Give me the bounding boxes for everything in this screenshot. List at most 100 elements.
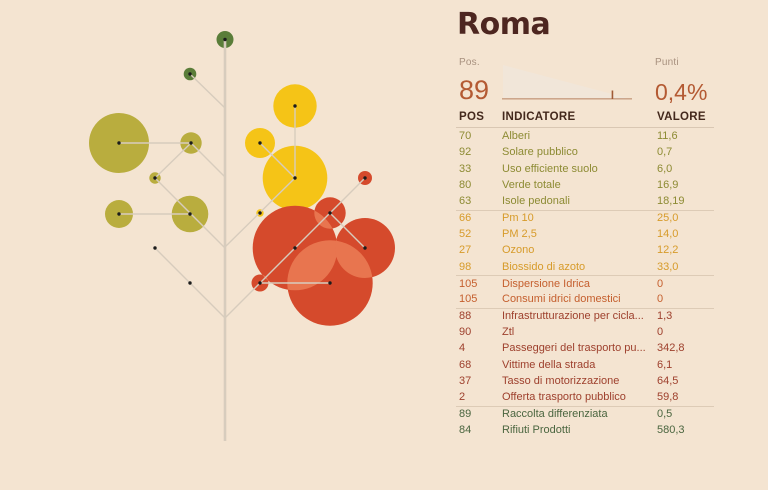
indicator-cell: Ztl [502, 326, 515, 339]
value-cell: 14,0 [657, 228, 679, 241]
value-cell: 580,3 [657, 424, 685, 437]
tree-node-dot [188, 281, 192, 285]
tree-node-dot [153, 176, 157, 180]
tree-visualization [89, 31, 395, 441]
table-row: 27 Ozono 12,2 [456, 242, 714, 258]
indicator-cell: Ozono [502, 244, 535, 257]
punti-value: 0,4% [655, 79, 708, 105]
table-row: 37 Tasso di motorizzazione 64,5 [456, 373, 714, 389]
pos-cell: 88 [459, 310, 472, 323]
tree-node-dot [363, 176, 367, 180]
indicator-cell: Tasso di motorizzazione [502, 375, 620, 388]
value-cell: 25,0 [657, 212, 679, 225]
pos-cell: 33 [459, 162, 472, 175]
indicator-cell: Uso efficiente suolo [502, 162, 598, 175]
tree-branch-line [154, 142, 192, 179]
indicator-cell: Offerta trasporto pubblico [502, 391, 626, 404]
tree-branch-line [189, 73, 226, 109]
value-cell: 0 [657, 326, 664, 339]
indicator-cell: Raccolta differenziata [502, 408, 608, 421]
table-row: 2 Offerta trasporto pubblico 59,8 [456, 389, 714, 405]
pos-cell: 4 [459, 342, 466, 355]
table-row: 88 Infrastrutturazione per cicla... 1,3 [456, 307, 714, 324]
indicator-cell: Passeggeri del trasporto pu... [502, 342, 646, 355]
pos-cell: 63 [459, 195, 472, 208]
table-row: 98 Biossido di azoto 33,0 [456, 259, 714, 275]
value-cell: 59,8 [657, 391, 679, 404]
pos-cell: 37 [459, 375, 472, 388]
pos-cell: 80 [459, 179, 472, 192]
pos-value: 89 [459, 75, 490, 105]
table-row: 52 PM 2,5 14,0 [456, 226, 714, 242]
tree-node-dot [363, 246, 367, 250]
tree-node-dot [328, 211, 332, 215]
table-row: 68 Vittime della strada 6,1 [456, 357, 714, 373]
value-cell: 64,5 [657, 375, 679, 388]
pos-label: Pos. [459, 57, 480, 68]
value-cell: 6,0 [657, 162, 673, 175]
table-row: 89 Raccolta differenziata 0,5 [456, 405, 714, 422]
value-cell: 12,2 [657, 244, 679, 257]
table-row: 4 Passeggeri del trasporto pu... 342,8 [456, 340, 714, 356]
distribution-area [503, 65, 629, 99]
tree-node-dot [117, 212, 121, 216]
page-title: Roma [457, 7, 551, 42]
indicator-cell: Alberi [502, 130, 531, 143]
value-cell: 0,5 [657, 408, 673, 421]
tree-node-dot [153, 246, 157, 250]
tree-node-dot [189, 141, 193, 145]
indicator-cell: Dispersione Idrica [502, 277, 591, 290]
indicator-cell: Vittime della strada [502, 358, 596, 371]
table-row: 92 Solare pubblico 0,7 [456, 144, 714, 160]
tree-node-dot [293, 246, 297, 250]
pos-cell: 70 [459, 130, 472, 143]
pos-cell: 98 [459, 260, 472, 273]
pos-cell: 105 [459, 293, 478, 306]
value-cell: 0 [657, 293, 664, 306]
rank-block: Pos. 89 [459, 57, 489, 106]
tree-branch-line [190, 142, 226, 178]
pos-cell: 89 [459, 408, 472, 421]
table-row: 84 Rifiuti Prodotti 580,3 [456, 422, 714, 438]
city-panel: Roma Pos. 89 Punti 0,4% POS INDICATORE V… [456, 0, 716, 490]
tree-branch-line [259, 142, 296, 179]
value-cell: 33,0 [657, 260, 679, 273]
column-header-valore: VALORE [657, 111, 706, 123]
table-row: 70 Alberi 11,6 [456, 128, 714, 144]
value-cell: 11,6 [657, 130, 678, 143]
tree-node-dot [188, 72, 192, 76]
value-cell: 342,8 [657, 342, 685, 355]
table-row: 66 Pm 10 25,0 [456, 209, 714, 226]
value-cell: 18,19 [657, 195, 685, 208]
indicator-table: 70 Alberi 11,6 92 Solare pubblico 0,7 33 Uso ef… [456, 127, 714, 438]
indicator-cell: Infrastrutturazione per cicla... [502, 310, 644, 323]
value-cell: 0 [657, 277, 664, 290]
indicator-cell: Rifiuti Prodotti [502, 424, 571, 437]
indicator-cell: Solare pubblico [502, 146, 578, 159]
column-header-indicatore: INDICATORE [502, 111, 576, 123]
distribution-chart [502, 65, 632, 100]
pos-cell: 52 [459, 228, 472, 241]
pos-cell: 105 [459, 277, 478, 290]
indicator-cell: PM 2,5 [502, 228, 537, 241]
indicator-cell: Isole pedonali [502, 195, 570, 208]
table-row: 105 Consumi idrici domestici 0 [456, 291, 714, 307]
table-row: 63 Isole pedonali 18,19 [456, 193, 714, 209]
table-row: 33 Uso efficiente suolo 6,0 [456, 161, 714, 177]
value-cell: 1,3 [657, 310, 673, 323]
points-block: Punti 0,4% [655, 57, 707, 106]
pos-cell: 2 [459, 391, 466, 404]
pos-cell: 90 [459, 326, 472, 339]
value-cell: 0,7 [657, 146, 673, 159]
table-header: POS INDICATORE VALORE [456, 111, 714, 123]
tree-node-dot [188, 212, 192, 216]
indicator-cell: Pm 10 [502, 212, 534, 225]
value-cell: 6,1 [657, 358, 673, 371]
column-header-pos: POS [459, 111, 485, 123]
tree-node-dot [258, 141, 262, 145]
tree-node-dot [293, 176, 297, 180]
punti-label: Punti [655, 57, 679, 68]
tree-branch-line [329, 212, 366, 249]
pos-cell: 68 [459, 358, 472, 371]
tree-node-dot [117, 141, 121, 145]
